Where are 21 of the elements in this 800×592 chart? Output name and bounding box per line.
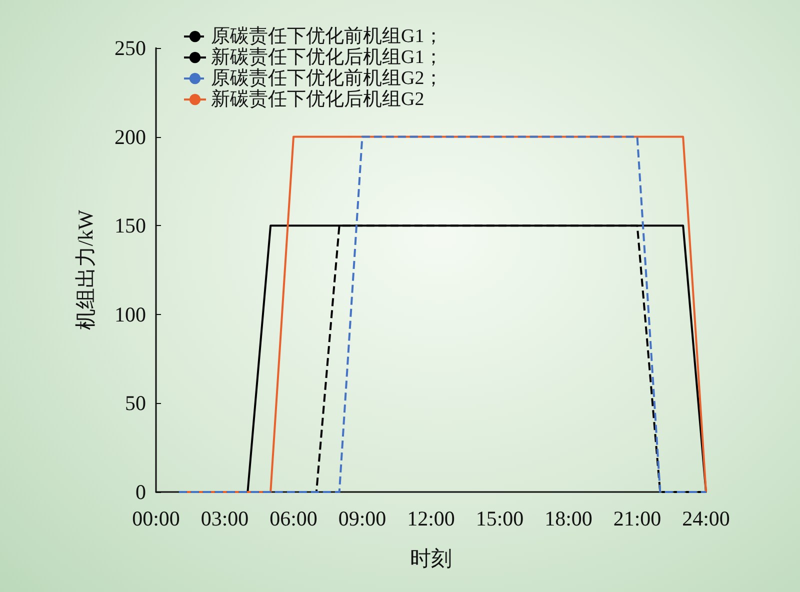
x-tick-label: 12:00 <box>407 506 455 530</box>
x-tick-label: 06:00 <box>270 506 318 530</box>
x-tick-label: 09:00 <box>338 506 386 530</box>
legend-label: 原碳责任下优化前机组G2； <box>211 68 444 89</box>
y-tick-label: 200 <box>114 124 146 149</box>
legend-label: 新碳责任下优化后机组G2 <box>211 88 424 110</box>
y-tick-label: 100 <box>114 302 146 326</box>
x-tick-label: 18:00 <box>544 506 592 530</box>
y-tick-label: 50 <box>125 391 146 416</box>
legend-label: 新碳责任下优化后机组G1； <box>211 46 444 68</box>
x-tick-label: 15:00 <box>476 506 524 530</box>
x-tick-label: 03:00 <box>200 506 249 530</box>
y-tick-label: 150 <box>114 214 146 238</box>
x-tick-label: 21:00 <box>613 506 662 530</box>
y-tick-label: 250 <box>114 36 146 60</box>
y-tick-label: 0 <box>136 480 146 504</box>
y-axis-title: 机组出力/kW <box>74 210 98 330</box>
x-tick-label: 00:00 <box>132 506 180 530</box>
x-tick-label: 24:00 <box>682 506 730 530</box>
legend-label: 原碳责任下优化前机组G1； <box>211 26 444 47</box>
x-axis-title: 时刻 <box>410 546 452 570</box>
